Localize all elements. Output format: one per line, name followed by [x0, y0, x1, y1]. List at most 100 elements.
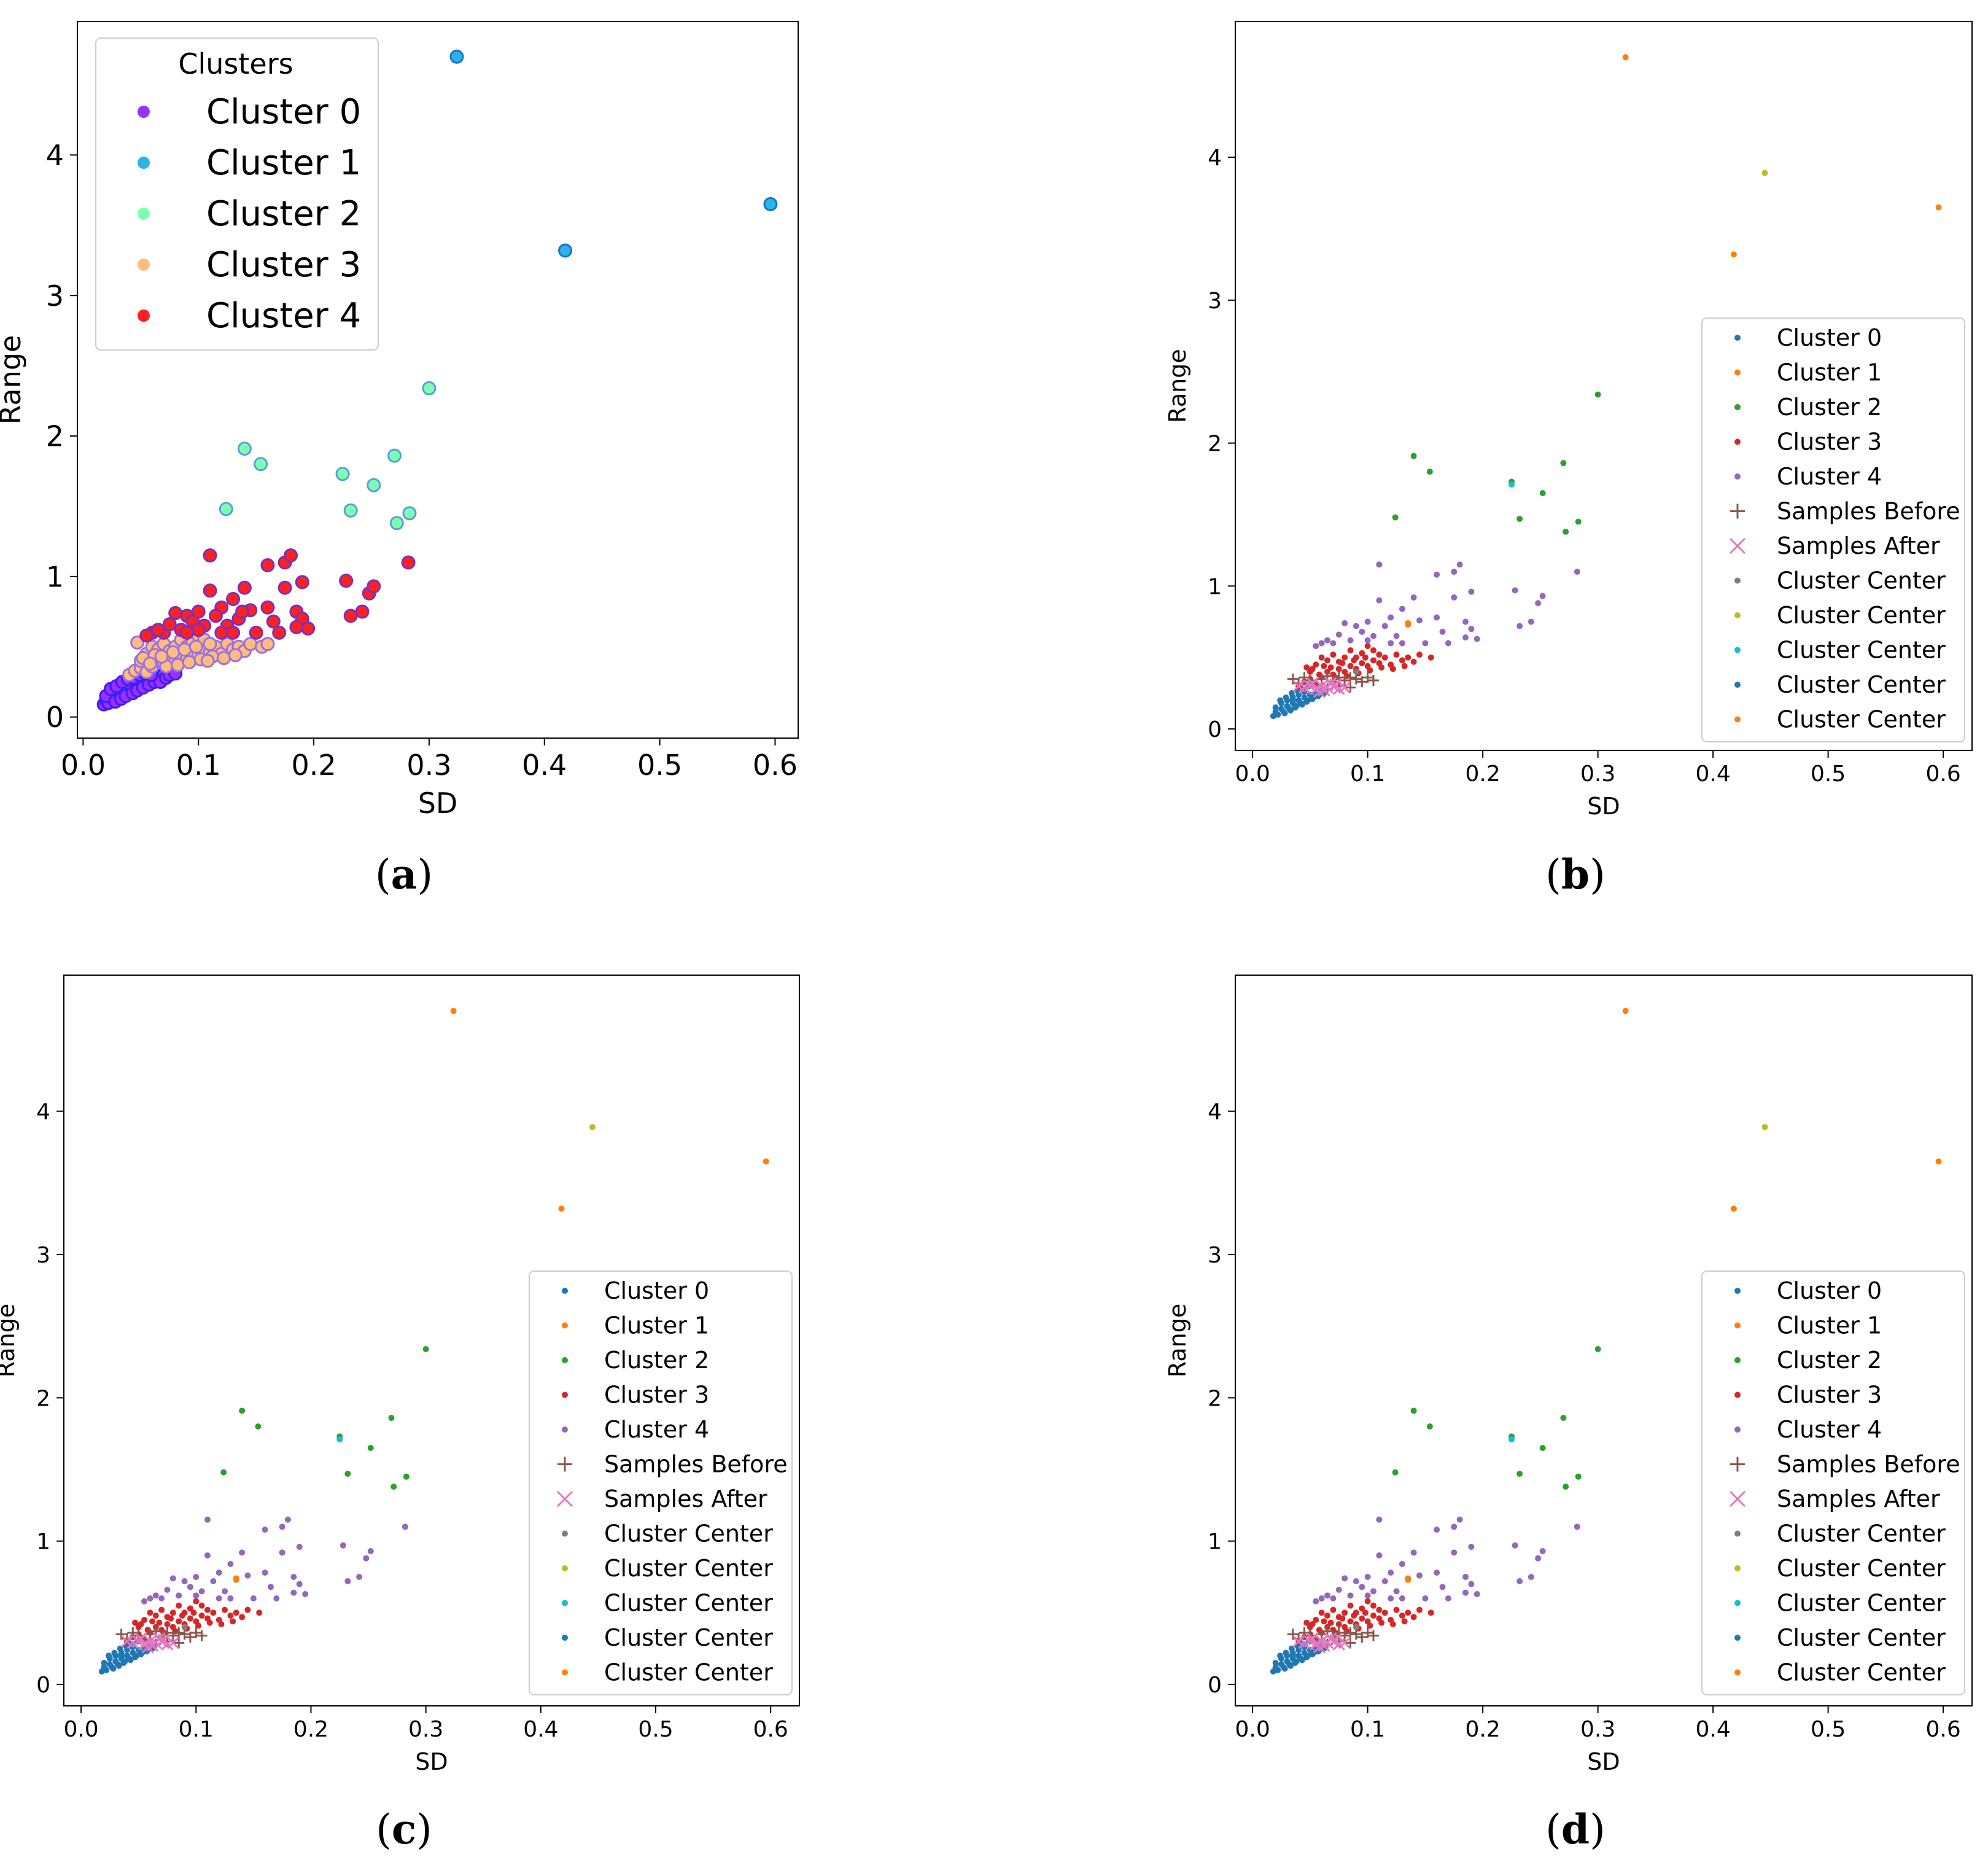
- data-point: [1356, 676, 1368, 688]
- data-point: [150, 623, 165, 637]
- data-point: [1359, 1615, 1365, 1622]
- data-point: [250, 1595, 257, 1601]
- data-point: [1376, 561, 1383, 568]
- legend-box: [529, 1270, 793, 1695]
- data-point: [198, 1602, 205, 1609]
- x-tick-label: 0.0: [61, 749, 106, 782]
- caption-d: (d): [1545, 1805, 1606, 1853]
- legend-marker: [1734, 1669, 1741, 1676]
- data-point: [1405, 654, 1411, 661]
- data-point: [1287, 673, 1299, 685]
- data-point: [289, 620, 304, 634]
- data-point: [1512, 587, 1518, 594]
- data-point: [187, 1605, 193, 1612]
- legend-marker: [1730, 504, 1745, 519]
- y-tick-label: 1: [1208, 1530, 1222, 1555]
- legend-marker: [562, 1357, 568, 1363]
- legend-label: Cluster 2: [604, 1347, 709, 1374]
- data-point: [226, 591, 241, 606]
- data-point: [1376, 652, 1383, 658]
- data-point: [260, 637, 275, 652]
- data-point: [1468, 1544, 1475, 1550]
- data-point: [1399, 605, 1405, 612]
- data-point: [1359, 650, 1365, 656]
- legend-label: Cluster 2: [1777, 394, 1882, 421]
- x-tick-label: 0.3: [408, 1717, 443, 1742]
- data-point: [1345, 672, 1356, 683]
- legend-label: Cluster Center: [1777, 637, 1946, 664]
- data-point: [190, 1627, 202, 1638]
- data-point: [134, 1632, 147, 1645]
- data-point: [763, 197, 778, 211]
- data-point: [1434, 571, 1440, 578]
- data-point: [1539, 593, 1546, 599]
- x-tick-label: 0.2: [1465, 761, 1500, 787]
- data-point: [1434, 1527, 1440, 1533]
- caption-a: (a): [375, 850, 433, 898]
- data-point: [1539, 1445, 1546, 1451]
- data-point: [302, 1591, 309, 1597]
- legend-marker: [562, 1426, 568, 1433]
- data-point: [1405, 1575, 1411, 1582]
- data-point: [356, 1574, 363, 1580]
- data-point: [222, 1588, 228, 1595]
- data-point: [267, 1584, 274, 1590]
- data-point: [101, 1660, 107, 1666]
- data-point: [402, 506, 417, 521]
- data-point: [1426, 1423, 1433, 1430]
- y-tick-label: 4: [1208, 1100, 1222, 1125]
- data-point: [260, 558, 275, 573]
- data-point: [222, 1606, 228, 1613]
- data-point: [1283, 694, 1289, 701]
- data-point: [1345, 1627, 1356, 1638]
- x-axis-label: SD: [418, 787, 458, 820]
- data-point: [1516, 1471, 1523, 1477]
- data-point: [279, 1549, 285, 1556]
- x-tick-label: 0.0: [1235, 1717, 1270, 1742]
- data-point: [1376, 597, 1383, 604]
- data-point: [450, 1008, 457, 1014]
- data-point: [763, 1158, 769, 1165]
- legend-marker: [1734, 369, 1741, 376]
- data-point: [1935, 204, 1942, 211]
- data-point: [106, 1652, 112, 1659]
- data-point: [196, 1630, 208, 1641]
- legend-label: Cluster Center: [1777, 706, 1946, 733]
- data-point: [1370, 1602, 1376, 1609]
- data-point: [1345, 682, 1356, 693]
- x-tick-label: 0.3: [1580, 761, 1615, 787]
- data-point: [1321, 663, 1327, 669]
- data-point: [1935, 1158, 1942, 1165]
- data-point: [111, 1649, 118, 1656]
- data-point: [226, 625, 241, 640]
- data-point: [1389, 1621, 1396, 1627]
- data-point: [1405, 620, 1411, 626]
- data-point: [1399, 640, 1405, 647]
- x-tick-label: 0.1: [176, 749, 221, 782]
- legend-marker: [1734, 1600, 1741, 1606]
- data-point: [344, 1471, 351, 1477]
- data-point: [1347, 637, 1354, 644]
- data-point: [235, 604, 250, 619]
- data-point: [1329, 678, 1342, 691]
- data-point: [1451, 569, 1458, 575]
- legend-marker: [1734, 647, 1741, 653]
- data-point: [1351, 657, 1357, 664]
- x-tick-label: 0.5: [638, 1717, 673, 1742]
- data-point: [184, 1632, 196, 1643]
- data-point: [1393, 632, 1400, 639]
- data-point: [169, 1609, 176, 1616]
- data-point: [187, 1615, 193, 1622]
- y-tick-label: 1: [1208, 574, 1222, 599]
- legend-marker: [1734, 716, 1741, 723]
- data-point: [1347, 1602, 1354, 1609]
- legend-label: Samples Before: [604, 1451, 788, 1478]
- data-point: [166, 645, 181, 660]
- data-point: [153, 1632, 166, 1645]
- data-point: [1324, 1632, 1337, 1645]
- data-point: [206, 1619, 213, 1626]
- data-point: [1364, 643, 1371, 650]
- data-point: [141, 1598, 148, 1605]
- legend-label: Samples Before: [1777, 1451, 1960, 1478]
- data-point: [1560, 460, 1567, 467]
